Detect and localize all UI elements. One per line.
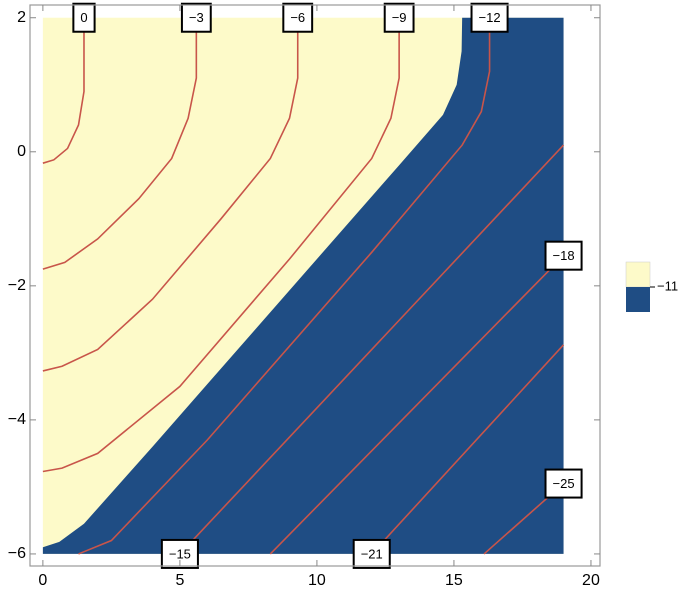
contour-line [78, 17, 491, 555]
contour-line [179, 144, 565, 555]
contour-label-group: −6 [282, 2, 314, 33]
contour-label-box [352, 538, 391, 569]
contour-label: −25 [553, 476, 575, 491]
contour-label-group: −9 [383, 2, 415, 33]
x-tick-label: 0 [38, 572, 47, 589]
contour-line [371, 344, 565, 555]
x-tick-label: 15 [445, 572, 463, 589]
contour-label-box [544, 240, 583, 271]
contour-line [42, 17, 299, 372]
contour-label-box [470, 2, 509, 33]
contour-label-group: −21 [352, 538, 391, 569]
contour-label-group: −12 [470, 2, 509, 33]
legend-label: −11 [657, 278, 678, 293]
contour-label-box [180, 2, 212, 33]
contour-line [42, 17, 198, 270]
y-tick-label: 2 [17, 9, 26, 26]
x-tick-label: 5 [175, 572, 184, 589]
contour-label-box [383, 2, 415, 33]
x-tick-label: 10 [308, 572, 326, 589]
contour-label-group: 0 [72, 2, 96, 33]
contour-label-group: −18 [544, 240, 583, 271]
y-tick-label: 0 [17, 143, 26, 160]
y-tick-label: −4 [8, 411, 26, 428]
contour-label-group: −15 [160, 538, 199, 569]
region-fill [42, 17, 564, 554]
y-tick-label: −6 [8, 545, 26, 562]
y-tick-label: −2 [8, 277, 26, 294]
contour-label: −12 [479, 10, 501, 25]
contour-label: 0 [80, 10, 87, 25]
contour-label: −18 [553, 248, 575, 263]
contour-line [42, 17, 400, 473]
contour-label: −21 [361, 546, 383, 561]
contour-label: −3 [189, 10, 204, 25]
contour-label: −9 [392, 10, 407, 25]
contour-label-box [160, 538, 199, 569]
legend-swatch [625, 261, 651, 288]
contour-line [42, 17, 85, 164]
contour-label-group: −25 [544, 468, 583, 499]
contour-label-box [544, 468, 583, 499]
contour-label: −6 [290, 10, 305, 25]
contour-label: −15 [169, 546, 191, 561]
contour-line [269, 255, 565, 555]
contour-label-box [282, 2, 314, 33]
contour-label-box [72, 2, 96, 33]
legend-swatch [626, 287, 650, 312]
contour-label-group: −3 [180, 2, 212, 33]
x-tick-label: 20 [582, 572, 600, 589]
